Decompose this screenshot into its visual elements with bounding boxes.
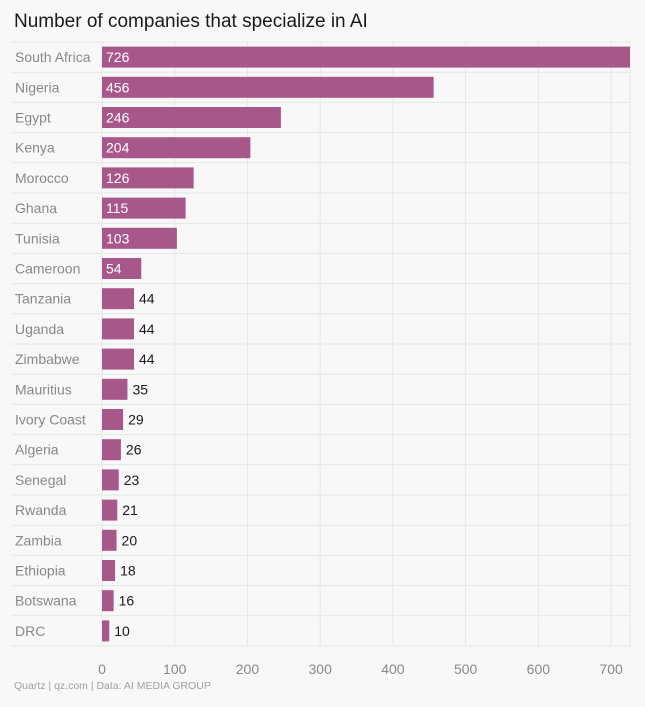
- category-label: Egypt: [15, 110, 51, 126]
- bar: [102, 469, 119, 491]
- data-label: 23: [124, 472, 140, 488]
- x-tick-label: 700: [599, 661, 623, 677]
- category-label: Algeria: [15, 442, 59, 458]
- category-label: Rwanda: [15, 502, 67, 518]
- data-label: 126: [106, 170, 130, 186]
- data-label: 20: [122, 532, 138, 548]
- chart-title: Number of companies that specialize in A…: [14, 11, 368, 32]
- data-label: 456: [106, 79, 130, 95]
- bar: [102, 560, 116, 581]
- data-label: 204: [106, 140, 130, 156]
- data-label: 103: [106, 230, 130, 246]
- bar: [102, 197, 186, 219]
- data-label: 44: [139, 321, 155, 337]
- category-label: Mauritius: [15, 381, 72, 397]
- data-label: 35: [132, 381, 148, 397]
- bar: [102, 529, 117, 551]
- bar: [102, 46, 630, 68]
- bar: [102, 409, 124, 430]
- category-label: Tunisia: [15, 230, 60, 246]
- x-tick-label: 300: [309, 661, 333, 677]
- bar: [102, 378, 128, 400]
- category-label: Ivory Coast: [15, 412, 86, 428]
- x-tick-label: 600: [527, 661, 551, 677]
- bar: [102, 167, 194, 189]
- data-label: 246: [106, 110, 130, 126]
- data-label: 115: [106, 200, 129, 216]
- data-label: 44: [139, 351, 155, 367]
- data-label: 726: [106, 49, 130, 65]
- data-label: 16: [119, 593, 135, 609]
- category-label: Uganda: [15, 321, 64, 337]
- category-label: Botswana: [15, 593, 77, 609]
- bar: [102, 348, 134, 370]
- bar: [102, 318, 134, 340]
- data-label: 21: [122, 502, 138, 518]
- bar: [102, 288, 134, 310]
- bar: [102, 137, 251, 159]
- category-label: Senegal: [15, 472, 66, 488]
- category-label: Nigeria: [15, 79, 60, 95]
- source-footer: Quartz | qz.com | Data: AI MEDIA GROUP: [14, 680, 211, 692]
- category-label: Kenya: [15, 140, 55, 156]
- category-label: Zimbabwe: [15, 351, 80, 367]
- x-tick-label: 400: [381, 661, 405, 677]
- data-label: 29: [128, 412, 144, 428]
- data-label: 10: [114, 623, 130, 639]
- category-label: DRC: [15, 623, 45, 639]
- bar: [102, 107, 281, 128]
- data-label: 54: [106, 261, 122, 277]
- bar: [102, 439, 121, 461]
- x-tick-label: 0: [98, 661, 106, 677]
- bar: [102, 590, 114, 612]
- bar: [102, 76, 434, 98]
- data-label: 18: [120, 563, 136, 579]
- x-tick-label: 100: [163, 661, 187, 677]
- bar: [102, 620, 110, 642]
- category-label: Ghana: [15, 200, 57, 216]
- x-tick-label: 200: [236, 661, 260, 677]
- category-label: Ethiopia: [15, 563, 66, 579]
- data-label: 44: [139, 291, 155, 307]
- x-tick-label: 500: [454, 661, 478, 677]
- category-label: Zambia: [15, 532, 62, 548]
- category-label: South Africa: [15, 49, 91, 65]
- category-label: Morocco: [15, 170, 69, 186]
- bar: [102, 227, 177, 249]
- category-label: Tanzania: [15, 291, 71, 307]
- bar: [102, 258, 142, 279]
- bar: [102, 499, 118, 521]
- category-label: Cameroon: [15, 261, 80, 277]
- data-label: 26: [126, 442, 142, 458]
